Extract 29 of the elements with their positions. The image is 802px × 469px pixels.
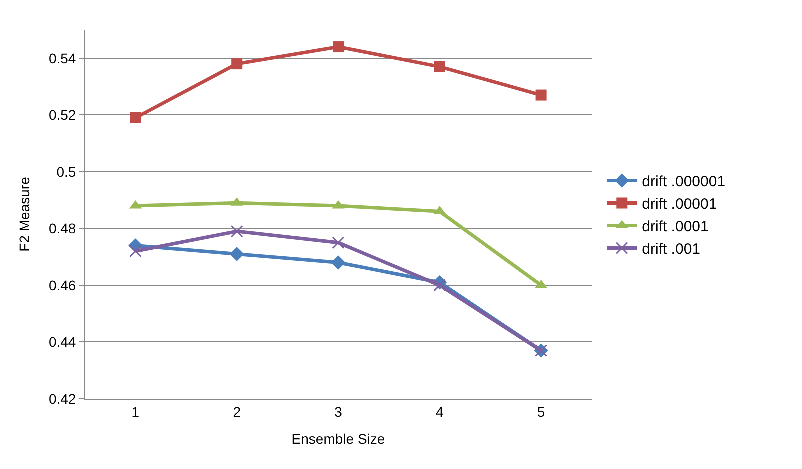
point (232, 58, 243, 70)
y-tick-label: 0.44 (48, 334, 76, 350)
point (333, 42, 344, 53)
x-tick-label: 1 (132, 404, 140, 420)
x-tick-label: 3 (334, 404, 343, 420)
point (331, 256, 346, 270)
legend-label: drift .00001 (642, 196, 718, 214)
point (434, 279, 446, 292)
y-axis-title: F2 Measure (16, 176, 33, 252)
point (230, 225, 244, 238)
legend-label: drift .001 (642, 241, 701, 258)
point (230, 247, 244, 262)
point (129, 245, 142, 258)
point (536, 90, 547, 101)
x-tick-label: 4 (436, 404, 444, 420)
point (434, 61, 446, 72)
point (332, 236, 345, 250)
y-tick-label: 0.5 (56, 164, 76, 180)
x-tick-label: 2 (233, 404, 242, 420)
legend-label: drift .000001 (642, 174, 726, 191)
y-tick-label: 0.52 (48, 107, 76, 124)
y-tick-label: 0.48 (48, 220, 76, 237)
x-tick-label: 5 (537, 404, 546, 420)
legend-label: drift .0001 (642, 218, 709, 236)
y-tick-label: 0.46 (48, 277, 76, 294)
y-tick-label: 0.54 (48, 50, 76, 66)
point (130, 112, 142, 124)
y-tick-label: 0.42 (48, 390, 76, 407)
x-axis-title: Ensemble Size (292, 431, 386, 448)
